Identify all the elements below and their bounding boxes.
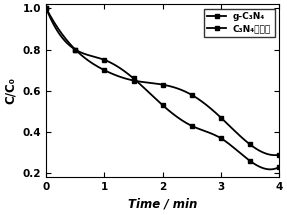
Legend: g-C₃N₄, C₃N₄纳米棒: g-C₃N₄, C₃N₄纳米棒 bbox=[204, 9, 275, 37]
C₃N₄纳米棒 bbox=[73, 48, 77, 51]
g-C₃N₄ bbox=[278, 154, 281, 156]
C₃N₄纳米棒 bbox=[132, 77, 135, 80]
C₃N₄纳米棒 bbox=[161, 104, 164, 107]
Line: g-C₃N₄: g-C₃N₄ bbox=[44, 6, 282, 157]
C₃N₄纳米棒 bbox=[190, 124, 193, 127]
C₃N₄纳米棒 bbox=[278, 166, 281, 168]
g-C₃N₄ bbox=[190, 94, 193, 96]
g-C₃N₄ bbox=[248, 143, 252, 146]
g-C₃N₄ bbox=[73, 48, 77, 51]
g-C₃N₄ bbox=[219, 116, 223, 119]
C₃N₄纳米棒 bbox=[103, 59, 106, 61]
g-C₃N₄ bbox=[44, 7, 48, 10]
X-axis label: Time / min: Time / min bbox=[128, 198, 197, 211]
g-C₃N₄ bbox=[103, 69, 106, 72]
C₃N₄纳米棒 bbox=[44, 7, 48, 10]
g-C₃N₄ bbox=[161, 83, 164, 86]
Y-axis label: C/C₀: C/C₀ bbox=[4, 77, 17, 104]
g-C₃N₄ bbox=[132, 79, 135, 82]
C₃N₄纳米棒 bbox=[248, 160, 252, 162]
Line: C₃N₄纳米棒: C₃N₄纳米棒 bbox=[44, 6, 282, 170]
C₃N₄纳米棒 bbox=[219, 137, 223, 140]
